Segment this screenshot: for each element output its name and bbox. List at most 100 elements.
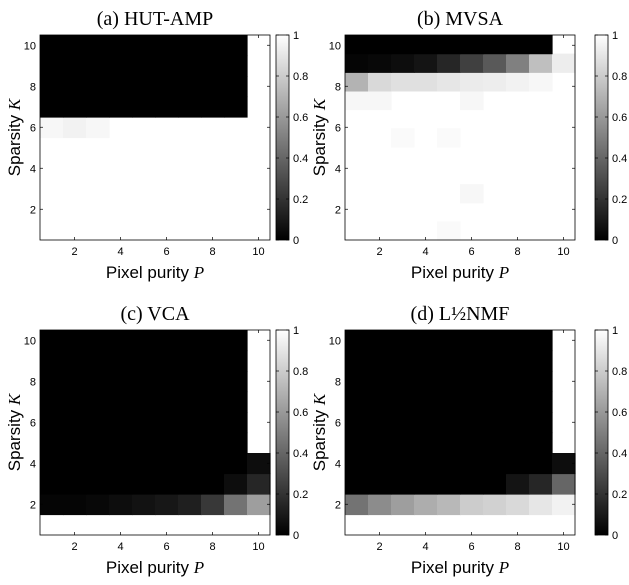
heatmap-cell: [368, 412, 392, 434]
heatmap-cell: [529, 350, 553, 372]
heatmap-cell: [368, 72, 392, 92]
colorbar-tick-label: 0.8: [293, 366, 308, 378]
heatmap-cell: [506, 494, 530, 516]
heatmap-cell: [483, 53, 507, 73]
heatmap-cell: [86, 432, 110, 454]
heatmap-cell: [506, 35, 530, 55]
colorbar-tick-label: 0.4: [612, 448, 627, 460]
heatmap-cell: [529, 330, 553, 352]
heatmap-cell: [460, 453, 484, 475]
colorbar: [594, 34, 609, 241]
heatmap-cell: [224, 55, 248, 77]
heatmap-cell: [109, 76, 133, 98]
heatmap-cell: [155, 494, 179, 516]
heatmap-cell: [201, 330, 225, 352]
heatmap-cell: [552, 473, 576, 495]
heatmap-cell: [345, 350, 369, 372]
heatmap-cell: [178, 371, 202, 393]
heatmap-cell: [155, 453, 179, 475]
heatmap-cell: [155, 330, 179, 352]
heatmap-cell: [345, 412, 369, 434]
heatmap-cell: [506, 53, 530, 73]
heatmap-cell: [109, 96, 133, 118]
heatmap-cell: [109, 391, 133, 413]
heatmap-cell: [483, 35, 507, 55]
heatmap-cell: [345, 72, 369, 92]
heatmap-cell: [506, 330, 530, 352]
x-tick-label: 6: [468, 246, 474, 258]
heatmap-cell: [529, 371, 553, 393]
heatmap-cell: [155, 473, 179, 495]
heatmap-cell: [483, 330, 507, 352]
heatmap-cell: [201, 473, 225, 495]
heatmap-cell: [155, 412, 179, 434]
heatmap-cell: [224, 453, 248, 475]
x-tick-label: 8: [514, 541, 520, 553]
heatmap-cell: [155, 371, 179, 393]
panel-title: (b) MVSA: [417, 8, 504, 30]
heatmap-cell: [506, 453, 530, 475]
heatmap-cell: [552, 453, 576, 475]
x-tick-label: 2: [376, 541, 382, 553]
heatmap-cell: [506, 412, 530, 434]
heatmap-cell: [529, 432, 553, 454]
heatmap-cell: [345, 473, 369, 495]
panel-title: (c) VCA: [120, 303, 190, 325]
x-axis-label: Pixel purity P: [106, 263, 204, 282]
plot-frame: [344, 329, 576, 536]
x-tick-label: 6: [163, 541, 169, 553]
heatmap-cell: [40, 371, 64, 393]
plot-frame: [344, 34, 576, 241]
heatmap-cell: [63, 494, 87, 516]
colorbar-tick-label: 0.8: [612, 366, 627, 378]
heatmap-cell: [460, 72, 484, 92]
heatmap-cell: [109, 473, 133, 495]
colorbar-tick-label: 0: [293, 530, 299, 542]
colorbar: [594, 329, 609, 536]
x-axis-label: Pixel purity P: [106, 558, 204, 577]
heatmap-cell: [224, 412, 248, 434]
heatmap-cell: [391, 473, 415, 495]
x-tick-label: 2: [376, 246, 382, 258]
heatmap-cell: [437, 432, 461, 454]
colorbar-tick-label: 1: [612, 325, 618, 337]
heatmap-cell: [437, 128, 461, 148]
heatmap-cell: [63, 350, 87, 372]
heatmap-cell: [345, 35, 369, 55]
heatmap-cell: [506, 432, 530, 454]
heatmap-cell: [40, 117, 64, 139]
heatmap-cell: [155, 350, 179, 372]
heatmap-cell: [63, 35, 87, 57]
heatmap-cell: [437, 35, 461, 55]
heatmap-cell: [529, 412, 553, 434]
y-tick-label: 4: [335, 163, 341, 175]
x-tick-label: 6: [163, 246, 169, 258]
colorbar: [275, 329, 290, 536]
heatmap-cell: [109, 35, 133, 57]
heatmap-cell: [391, 371, 415, 393]
heatmap-cell: [86, 96, 110, 118]
colorbar-tick-label: 0: [293, 235, 299, 247]
y-tick-label: 8: [30, 376, 36, 388]
heatmap-cell: [414, 412, 438, 434]
x-axis-label: Pixel purity P: [411, 558, 509, 577]
heatmap-cell: [483, 432, 507, 454]
colorbar-tick-label: 0: [612, 530, 618, 542]
heatmap-cell: [132, 432, 156, 454]
heatmap-cell: [391, 432, 415, 454]
x-tick-label: 4: [117, 541, 123, 553]
heatmap-cell: [224, 432, 248, 454]
y-tick-label: 2: [30, 499, 36, 511]
heatmap-cell: [201, 432, 225, 454]
x-tick-label: 10: [557, 541, 569, 553]
y-tick-label: 2: [335, 499, 341, 511]
heatmap-cell: [63, 55, 87, 77]
heatmap-cell: [345, 371, 369, 393]
y-tick-label: 4: [335, 458, 341, 470]
x-tick-label: 6: [468, 541, 474, 553]
colorbar: [275, 34, 290, 241]
heatmap-cell: [437, 412, 461, 434]
plot-frame: [39, 34, 271, 241]
y-axis-label: Sparsity K: [310, 392, 329, 471]
heatmap-cell: [368, 90, 392, 111]
